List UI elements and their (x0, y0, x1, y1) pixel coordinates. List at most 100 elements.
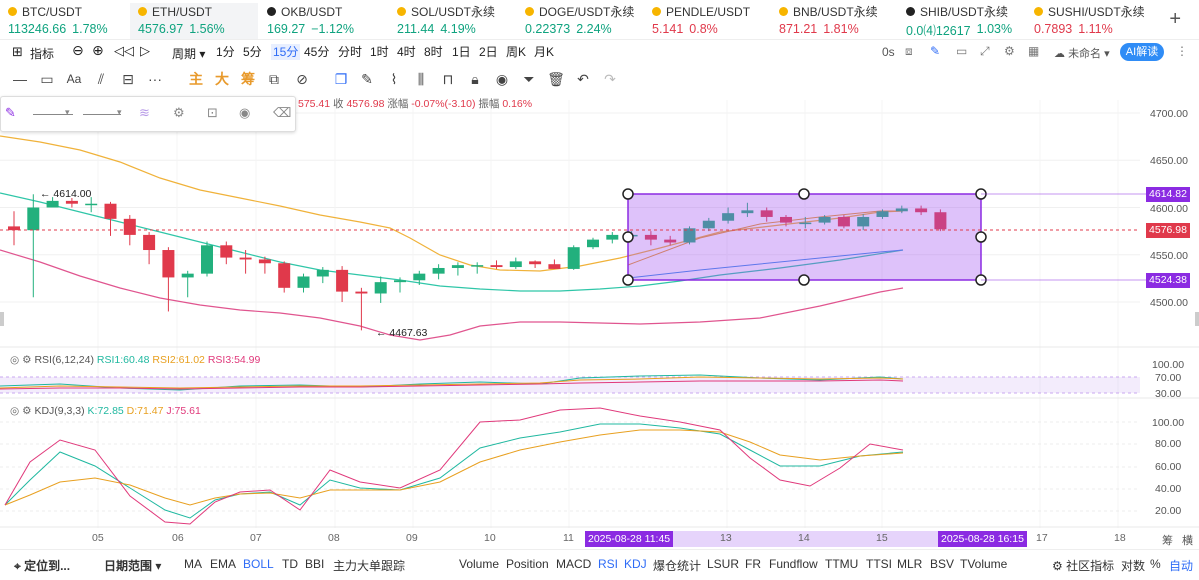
settings-icon[interactable]: ⚙ (173, 105, 185, 120)
period-dropdown[interactable]: 周期 ▾ (172, 47, 206, 61)
log-scale-toggle[interactable]: 对数 (1121, 559, 1146, 573)
sub-indicator-item[interactable]: LSUR (707, 557, 740, 571)
bars-icon[interactable]: ⫼ (417, 71, 425, 87)
main-indicator-item[interactable]: TD (282, 557, 298, 571)
filter-icon[interactable]: ⏷ (523, 71, 535, 87)
brush-icon[interactable]: ⌇ (390, 71, 398, 87)
sub-indicator-item[interactable]: MLR (897, 557, 923, 571)
sub-indicator-item[interactable]: Fundflow (769, 557, 818, 571)
interval-tab[interactable]: 8时 (424, 45, 443, 59)
text-icon[interactable]: Aa (66, 72, 82, 86)
line-width-select[interactable] (83, 114, 121, 134)
main-indicator-item[interactable]: MA (184, 557, 202, 571)
eye-icon[interactable]: ◉ (495, 71, 509, 87)
sub-indicator-item[interactable]: TTMU (825, 557, 859, 571)
window-icon[interactable]: ▭ (956, 44, 968, 58)
edit-icon[interactable]: ✎ (930, 44, 941, 58)
date-range-dropdown[interactable]: 日期范围 ▾ (104, 559, 162, 573)
more-icon[interactable]: ⋮ (1176, 44, 1188, 58)
main-indicator-item[interactable]: 主力大单跟踪 (333, 559, 406, 573)
main-force-button[interactable]: 主 (189, 71, 203, 87)
ticker-tab[interactable]: OKB/USDT 169.27 −1.12% (259, 3, 387, 39)
rectangle-icon[interactable]: ▭ (40, 71, 54, 87)
main-indicator-item[interactable]: BBI (305, 557, 325, 571)
ai-button[interactable]: AI解读 (1120, 43, 1164, 61)
interval-tab[interactable]: 15分 (271, 44, 301, 60)
lock-icon[interactable]: ⊡ (207, 105, 218, 120)
trash-icon[interactable]: ⌫ (273, 105, 292, 120)
line-style-select[interactable] (33, 114, 73, 134)
sub-indicator-item[interactable]: 爆仓统计 (653, 559, 702, 573)
zoom-in-icon[interactable]: ⊕ (92, 42, 104, 58)
interval-tab[interactable]: 1分 (216, 45, 235, 59)
sub-indicator-item[interactable]: Volume (459, 557, 500, 571)
zoom-out-icon[interactable]: ⊖ (72, 42, 84, 58)
price-chart[interactable] (0, 92, 1199, 580)
interval-tab[interactable]: 5分 (243, 45, 262, 59)
interval-tab[interactable]: 1日 (452, 45, 471, 59)
sub-indicator-item[interactable]: TTSI (866, 557, 892, 571)
sub-indicator-item[interactable]: BSV (930, 557, 955, 571)
chevron-down-icon[interactable]: ▾ (65, 107, 70, 117)
add-ticker-icon[interactable]: + (1169, 8, 1181, 30)
interval-tab[interactable]: 1时 (370, 45, 389, 59)
eye-icon[interactable]: ◉ (239, 105, 251, 120)
interval-tab[interactable]: 周K (506, 45, 527, 59)
interval-tab[interactable]: 45分 (304, 45, 330, 59)
lock-toggle-icon[interactable]: ⊘ (296, 71, 308, 87)
interval-tab[interactable]: 2日 (479, 45, 498, 59)
ruler-icon[interactable]: ⊟ (122, 71, 134, 87)
settings-icon[interactable]: ⚙ (22, 354, 32, 366)
ticker-tab[interactable]: SHIB/USDT永续 0.0⑷12617 1.03% (898, 3, 1024, 39)
ticker-tab[interactable]: DOGE/USDT永续 0.22373 2.24% (517, 3, 642, 39)
big-order-button[interactable]: 大 (215, 71, 229, 87)
ticker-tab[interactable]: SUSHI/USDT永续 0.7893 1.11% (1026, 3, 1166, 39)
pencil-icon[interactable]: ✎ (361, 71, 373, 87)
community-indicators[interactable]: ⚙ 社区指标 (1052, 559, 1115, 573)
percent-scale-toggle[interactable]: % (1150, 557, 1161, 571)
chip-label[interactable]: 筹 (1162, 535, 1173, 547)
auto-scale-toggle[interactable]: 自动 (1169, 559, 1194, 573)
locate-button[interactable]: ⌖ 定位到... (14, 559, 71, 573)
chart-type-icon[interactable]: ⊞ (12, 44, 23, 59)
magnet-icon[interactable]: ⊓ (442, 71, 454, 87)
interval-tab[interactable]: 4时 (397, 45, 416, 59)
main-indicator-item[interactable]: BOLL (243, 557, 274, 571)
lock-icon[interactable]: 🔒︎ (471, 71, 479, 87)
indicator-button[interactable]: 指标 (30, 47, 55, 61)
redo-icon[interactable]: ↷ (604, 71, 616, 87)
ticker-tab[interactable]: PENDLE/USDT 5.141 0.8% (644, 3, 769, 39)
horizontal-line-icon[interactable]: — (13, 71, 27, 87)
camera-icon[interactable]: ⧈ (905, 44, 913, 58)
sub-indicator-item[interactable]: RSI (598, 557, 619, 571)
chip-button[interactable]: 筹 (241, 71, 255, 87)
layout-icon[interactable]: ▦ (1028, 44, 1040, 58)
interval-tab[interactable]: 月K (534, 45, 555, 59)
sub-indicator-item[interactable]: FR (745, 557, 761, 571)
undo-icon[interactable]: ↶ (577, 71, 589, 87)
eye-icon[interactable]: ◎ (10, 354, 20, 366)
line-color-icon[interactable]: ✎ (5, 105, 16, 120)
settings-icon[interactable]: ⚙ (22, 405, 32, 417)
crop-icon[interactable]: ⧉ (269, 71, 279, 87)
ticker-tab[interactable]: SOL/USDT永续 211.44 4.19% (389, 3, 515, 39)
sub-indicator-item[interactable]: MACD (556, 557, 592, 571)
sub-indicator-item[interactable]: TVolume (960, 557, 1008, 571)
layout-name-dropdown[interactable]: ☁ 未命名 ▾ (1054, 48, 1110, 60)
scroll-right-icon[interactable]: ▷ (140, 43, 150, 58)
flat-label[interactable]: 横 (1182, 535, 1193, 547)
interval-tab[interactable]: 分时 (338, 45, 363, 59)
copy-icon[interactable]: ❐ (334, 71, 348, 87)
fill-icon[interactable]: ≋ (139, 105, 150, 120)
chevron-down-icon[interactable]: ▾ (117, 107, 122, 117)
settings-icon[interactable]: ⚙ (1004, 44, 1015, 58)
scroll-left-icon[interactable]: ◁◁ (114, 43, 134, 58)
trash-icon[interactable]: 🗑︎ (547, 71, 565, 87)
main-indicator-item[interactable]: EMA (210, 557, 237, 571)
ticker-tab[interactable]: BTC/USDT 113246.66 1.78% (0, 3, 128, 39)
ticker-tab[interactable]: BNB/USDT永续 871.21 1.81% (771, 3, 896, 39)
ticker-tab[interactable]: ETH/USDT 4576.97 1.56% (130, 3, 258, 39)
eye-icon[interactable]: ◎ (10, 405, 20, 417)
sub-indicator-item[interactable]: Position (506, 557, 549, 571)
parallel-lines-icon[interactable]: ⫽ (97, 71, 105, 87)
